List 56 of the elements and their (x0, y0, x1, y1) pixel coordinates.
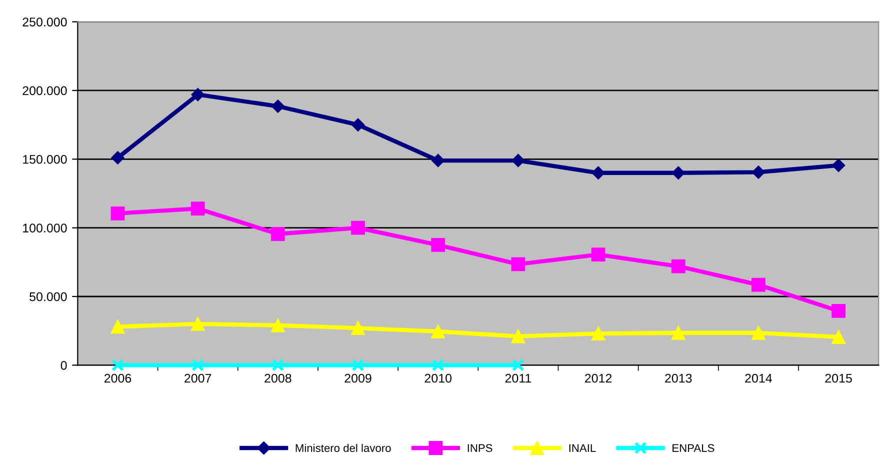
point (270, 318, 285, 332)
point (271, 100, 285, 113)
point (191, 88, 204, 102)
point (272, 358, 284, 372)
point (190, 202, 205, 216)
point (752, 278, 766, 292)
point (671, 326, 686, 340)
point (591, 326, 606, 341)
point (351, 118, 365, 132)
point (111, 151, 124, 164)
point (511, 329, 526, 344)
legend-label: INAIL (569, 444, 596, 452)
point (752, 166, 766, 179)
point (352, 358, 364, 372)
legend-label: ENPALS (672, 444, 714, 452)
point (431, 238, 446, 252)
y-tick-label: 150.000 (23, 154, 67, 164)
point (110, 206, 125, 220)
point (111, 358, 124, 372)
point (192, 358, 204, 372)
y-tick-label: 100.000 (23, 224, 67, 232)
x-tick-label: 2006 (104, 374, 132, 383)
point (351, 321, 365, 336)
legend-label: INPS (468, 444, 492, 452)
y-tick-label: 250.000 (22, 18, 67, 26)
point (832, 330, 846, 344)
point (671, 259, 686, 274)
x-tick-label: 2015 (825, 374, 852, 383)
y-tick-label: 50.000 (30, 292, 67, 302)
point (592, 166, 605, 180)
y-tick-label: 200.000 (22, 86, 67, 96)
point (110, 320, 125, 334)
point (672, 166, 685, 180)
point (432, 154, 445, 168)
x-tick-label: 2010 (424, 374, 452, 383)
x-tick-label: 2011 (505, 374, 532, 383)
point (270, 227, 285, 241)
point (512, 358, 524, 372)
x-tick-label: 2014 (745, 374, 772, 383)
x-tick-label: 2008 (264, 374, 292, 383)
x-tick-label: 2007 (184, 374, 212, 383)
point (351, 220, 365, 235)
point (832, 158, 846, 172)
point (512, 154, 525, 168)
y-tick-label: 0 (60, 360, 67, 370)
point (752, 326, 766, 340)
point (832, 304, 846, 318)
point (511, 257, 526, 272)
point (190, 317, 205, 331)
x-tick-label: 2009 (344, 374, 372, 383)
x-tick-label: 2013 (665, 374, 692, 383)
legend-label: Ministero del lavoro (296, 444, 391, 452)
point (432, 358, 444, 372)
point (591, 248, 606, 262)
point (431, 324, 446, 338)
x-tick-label: 2012 (585, 374, 612, 383)
